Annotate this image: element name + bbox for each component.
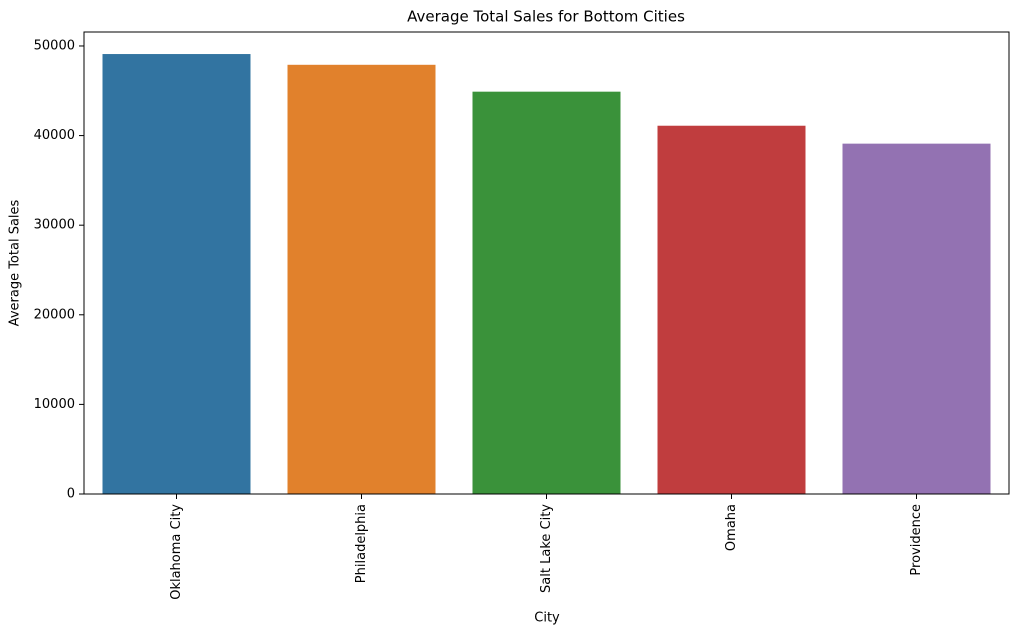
x-tick-label: Omaha <box>724 504 739 551</box>
bar <box>842 143 991 494</box>
y-tick-label: 30000 <box>34 218 75 233</box>
y-tick-label: 0 <box>67 487 75 502</box>
bar <box>472 91 621 495</box>
x-axis-label: City <box>534 611 560 626</box>
chart-title: Average Total Sales for Bottom Cities <box>407 8 685 26</box>
x-tick-label: Philadelphia <box>354 504 369 583</box>
y-tick-label: 50000 <box>34 38 75 53</box>
y-tick-label: 20000 <box>34 307 75 322</box>
x-tick-label: Salt Lake City <box>539 504 554 593</box>
x-tick-label: Oklahoma City <box>169 504 184 600</box>
y-tick-label: 10000 <box>34 397 75 412</box>
y-tick-label: 40000 <box>34 128 75 143</box>
x-tick-label: Providence <box>909 504 924 576</box>
plot-frame <box>83 31 1010 495</box>
bar <box>287 64 436 494</box>
bar <box>102 54 251 495</box>
y-axis-label: Average Total Sales <box>8 199 23 326</box>
bar <box>657 125 806 495</box>
